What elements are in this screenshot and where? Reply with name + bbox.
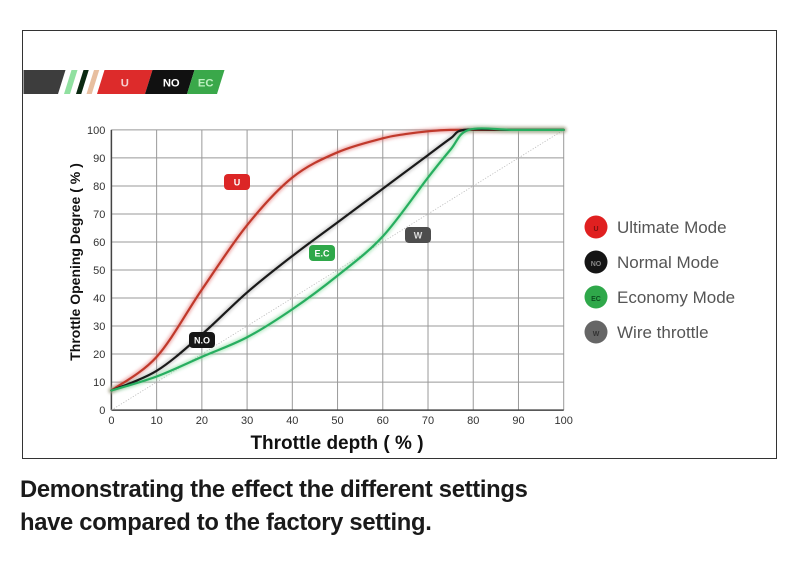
svg-text:80: 80 [467,415,479,427]
svg-text:90: 90 [93,153,105,165]
svg-text:60: 60 [93,237,105,249]
svg-text:0: 0 [99,405,105,417]
svg-text:40: 40 [93,293,105,305]
svg-text:Economy Mode: Economy Mode [617,288,735,307]
svg-text:Throttle Opening Degree ( % ): Throttle Opening Degree ( % ) [67,163,83,361]
svg-text:70: 70 [422,415,434,427]
svg-text:Wire throttle: Wire throttle [617,323,709,342]
svg-text:40: 40 [286,415,298,427]
svg-text:50: 50 [93,265,105,277]
svg-text:70: 70 [93,209,105,221]
svg-text:20: 20 [196,415,208,427]
svg-text:Throttle depth ( % ): Throttle depth ( % ) [250,433,423,454]
svg-text:80: 80 [93,181,105,193]
svg-text:Ultimate Mode: Ultimate Mode [617,218,727,237]
svg-text:U: U [234,178,241,188]
svg-text:10: 10 [151,415,163,427]
svg-text:Normal Mode: Normal Mode [617,253,719,272]
svg-text:20: 20 [93,349,105,361]
svg-text:NO: NO [591,261,602,268]
svg-text:U: U [593,226,598,233]
svg-text:90: 90 [512,415,524,427]
svg-text:60: 60 [377,415,389,427]
svg-text:EC: EC [198,78,214,90]
svg-text:50: 50 [331,415,343,427]
svg-text:EC: EC [591,296,601,303]
svg-text:30: 30 [241,415,253,427]
svg-text:E.C: E.C [314,249,330,259]
svg-text:10: 10 [93,377,105,389]
svg-text:N.O: N.O [194,336,210,346]
svg-text:30: 30 [93,321,105,333]
svg-text:100: 100 [555,415,573,427]
svg-text:U: U [121,78,129,90]
svg-text:NO: NO [163,78,180,90]
svg-text:0: 0 [108,415,114,427]
svg-text:W: W [593,331,600,338]
svg-text:W: W [414,231,423,241]
svg-text:100: 100 [87,125,105,137]
